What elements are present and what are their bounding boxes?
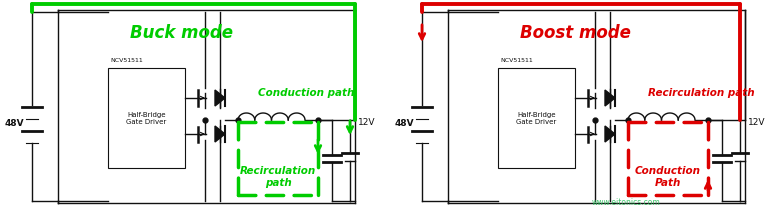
Text: 48V: 48V	[5, 119, 25, 128]
Text: Recirculation
path: Recirculation path	[240, 166, 316, 188]
Bar	[498, 68, 575, 168]
Bar	[108, 68, 185, 168]
Text: Recirculation path: Recirculation path	[648, 88, 755, 98]
Text: NCV51511: NCV51511	[500, 58, 533, 63]
Polygon shape	[215, 90, 225, 106]
Polygon shape	[605, 126, 615, 142]
Polygon shape	[605, 90, 615, 106]
Text: 48V: 48V	[395, 119, 415, 128]
Text: www.eitonics.com: www.eitonics.com	[592, 198, 661, 207]
Text: Conduction
Path: Conduction Path	[635, 166, 701, 188]
Text: Boost mode: Boost mode	[520, 24, 631, 42]
Text: Buck mode: Buck mode	[130, 24, 233, 42]
Text: Half-Bridge
Gate Driver: Half-Bridge Gate Driver	[517, 111, 557, 125]
Text: 12V: 12V	[748, 117, 766, 126]
Text: Conduction path: Conduction path	[258, 88, 355, 98]
Text: Half-Bridge
Gate Driver: Half-Bridge Gate Driver	[126, 111, 167, 125]
Text: NCV51511: NCV51511	[110, 58, 143, 63]
Polygon shape	[215, 126, 225, 142]
Text: 12V: 12V	[358, 117, 375, 126]
